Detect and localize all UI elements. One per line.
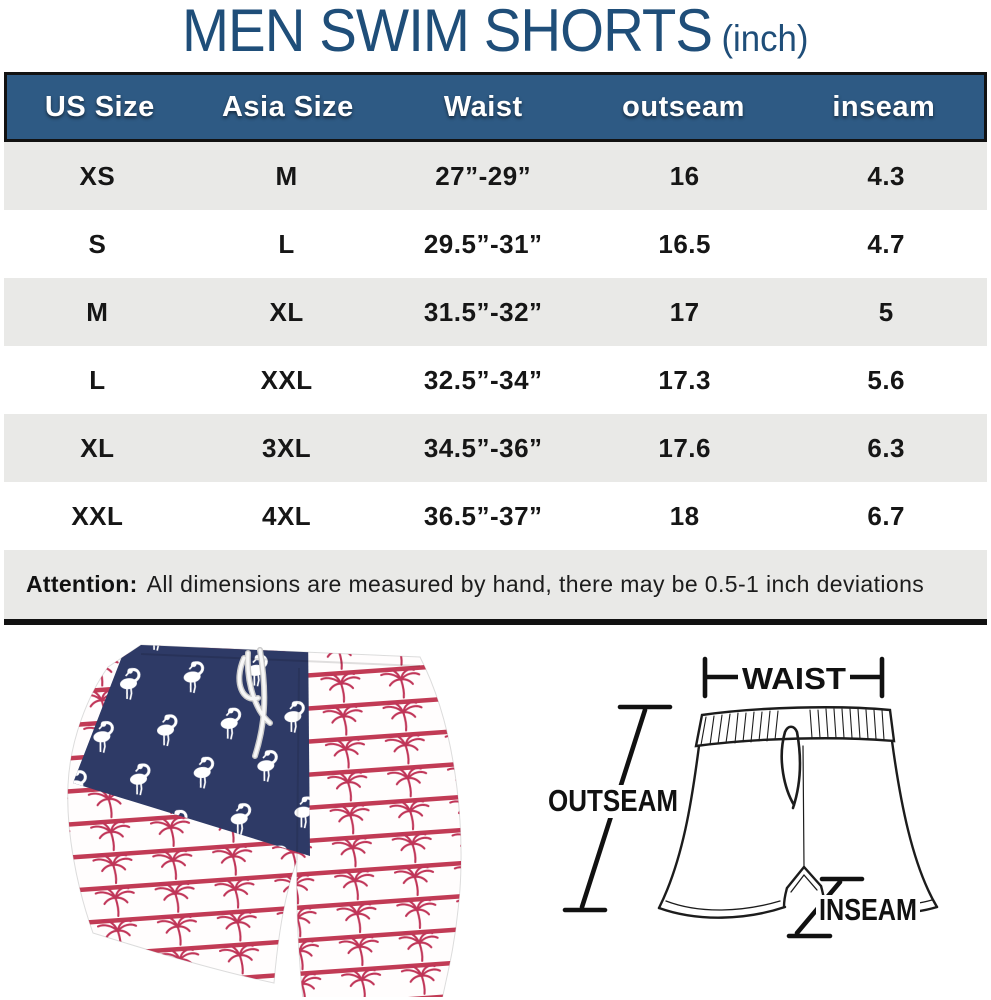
table-cell: 6.7 <box>867 500 906 531</box>
waist-dimension-line: WAIST <box>702 656 885 699</box>
column-header: Waist <box>443 90 523 123</box>
page-title-unit: (inch) <box>721 18 809 59</box>
table-cell: L <box>89 364 106 395</box>
column-header: US Size <box>44 90 155 123</box>
waist-label: WAIST <box>742 661 846 696</box>
table-cell: S <box>88 228 107 259</box>
table-cell: 17 <box>669 296 700 327</box>
table-cell: 16 <box>669 160 700 191</box>
table-cell: 29.5”-31” <box>423 228 543 259</box>
table-row: L XXL 32.5”-34” 17.3 5.6 <box>4 346 987 414</box>
attention-text: All dimensions are measured by hand, the… <box>146 571 925 597</box>
measurement-diagram: WAIST OUTSEAM INSEAM <box>545 656 939 939</box>
table-cell: XL <box>80 432 115 463</box>
inseam-dimension-line: INSEAM <box>786 876 920 939</box>
column-header: inseam <box>832 90 936 123</box>
table-cell: 5 <box>878 296 894 327</box>
title-block: MEN SWIM SHORTS(inch) MEN SWIM SHORTS(in… <box>0 0 991 72</box>
table-cell: 34.5”-36” <box>423 432 543 463</box>
attention-row: Attention: All dimensions are measured b… <box>4 550 987 619</box>
inseam-label: INSEAM <box>819 892 917 927</box>
table-cell: XXL <box>71 500 124 531</box>
table-cell: 4.7 <box>867 228 906 259</box>
table-cell: 17.3 <box>658 364 711 395</box>
table-cell: 5.6 <box>867 364 906 395</box>
table-cell: 36.5”-37” <box>423 500 543 531</box>
swim-shorts-photo <box>67 644 462 997</box>
table-cell: 32.5”-34” <box>423 364 543 395</box>
table-row: S L 29.5”-31” 16.5 4.7 <box>4 210 987 278</box>
center-seam <box>296 667 300 861</box>
outseam-dimension-line: OUTSEAM <box>545 704 681 913</box>
table-cell: 6.3 <box>867 432 906 463</box>
size-table: US Size Asia Size Waist outseam inseam X… <box>4 72 987 625</box>
table-cell: 17.6 <box>658 432 711 463</box>
bottom-section: WAIST OUTSEAM INSEAM <box>0 625 991 997</box>
column-header: outseam <box>622 90 745 123</box>
table-cell: 4XL <box>262 500 312 531</box>
page-title-main: MEN SWIM SHORTS <box>182 0 713 64</box>
table-row: XL 3XL 34.5”-36” 17.6 6.3 <box>4 414 987 482</box>
table-cell: 27”-29” <box>435 160 532 191</box>
waistband-ribbing <box>700 708 885 746</box>
waist-seam <box>140 653 421 667</box>
table-cell: 3XL <box>262 432 312 463</box>
page-title: MEN SWIM SHORTS (inch) <box>182 0 808 70</box>
shorts-outline-drawing <box>657 706 939 919</box>
attention-label: Attention: <box>26 571 138 597</box>
table-row: XXL 4XL 36.5”-37” 18 6.7 <box>4 482 987 550</box>
header-row: US Size Asia Size Waist outseam inseam <box>4 72 987 142</box>
table-cell: M <box>275 160 298 191</box>
drawstring-drawing <box>780 725 802 810</box>
drawstring <box>236 647 273 759</box>
table-cell: L <box>278 228 295 259</box>
table-cell: 31.5”-32” <box>423 296 543 327</box>
table-cell: 4.3 <box>867 160 906 191</box>
table-cell: 16.5 <box>658 228 711 259</box>
table-row: XS M 27”-29” 16 4.3 <box>4 142 987 210</box>
table-cell: XL <box>269 296 304 327</box>
table-cell: XS <box>79 160 116 191</box>
table-cell: XXL <box>260 364 313 395</box>
column-header: Asia Size <box>221 90 354 123</box>
table-cell: M <box>86 296 109 327</box>
table-row: M XL 31.5”-32” 17 5 <box>4 278 987 346</box>
table-cell: 18 <box>669 500 700 531</box>
outseam-label: OUTSEAM <box>548 783 678 818</box>
